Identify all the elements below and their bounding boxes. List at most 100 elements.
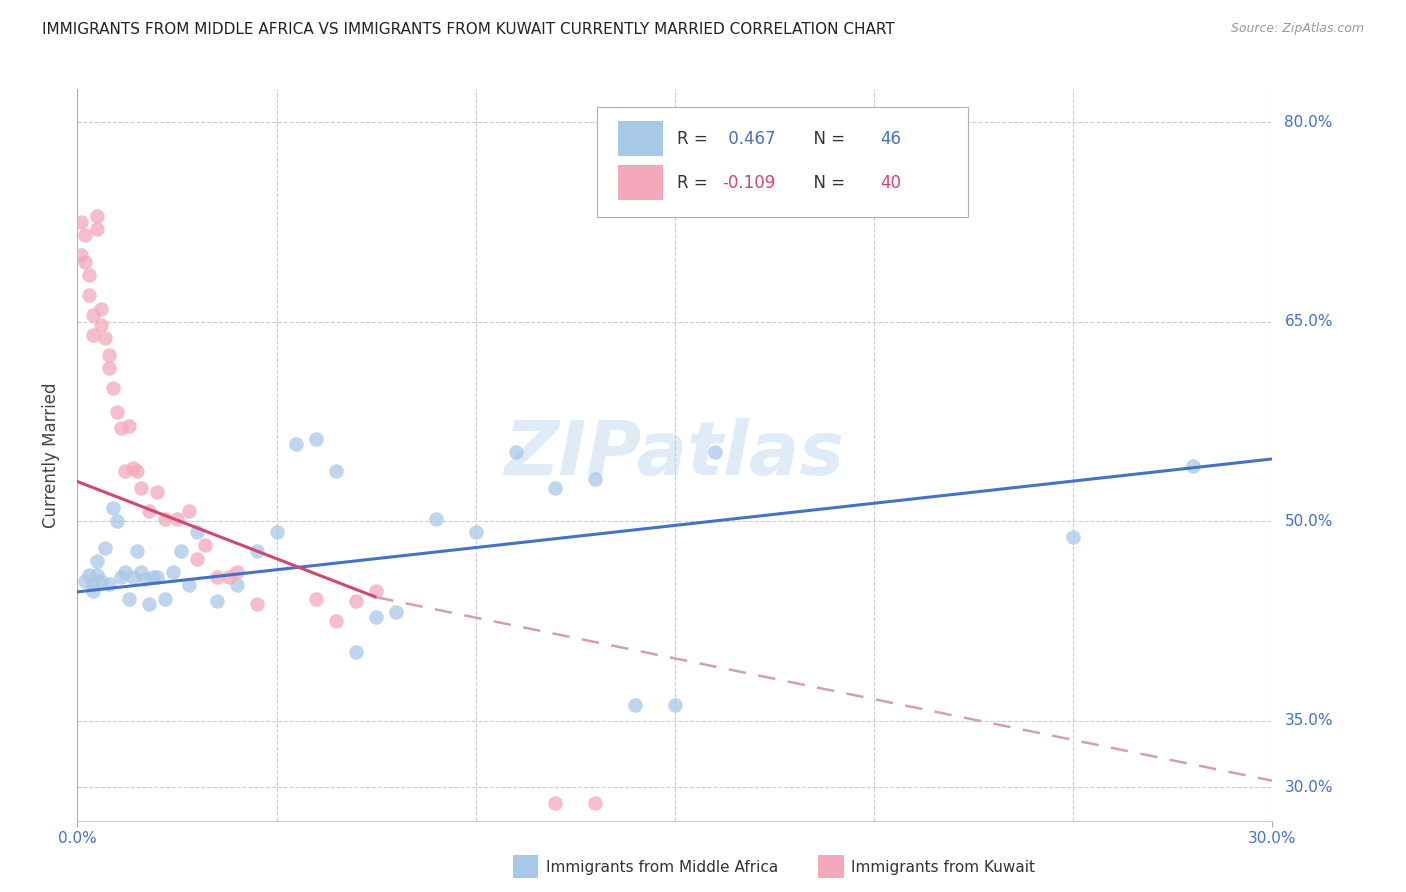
Point [142,570,165,584]
Point [134,572,156,586]
Point [86,209,108,223]
Point [105,515,128,529]
Text: 40: 40 [880,174,901,192]
Point [205,570,228,584]
Point [82,328,104,343]
Point [122,461,145,475]
Point [194,538,217,552]
Point [82,578,104,592]
Point [366,610,388,624]
Point [110,421,132,435]
Point [1181,458,1204,473]
Point [75,255,97,269]
Point [129,565,152,579]
FancyBboxPatch shape [617,121,664,156]
Point [127,464,149,478]
Point [90,574,112,589]
Point [153,512,176,526]
Text: 65.0%: 65.0% [1285,315,1333,329]
Text: -0.109: -0.109 [723,174,776,192]
Point [138,504,160,518]
Point [624,698,647,712]
Point [305,432,328,446]
Point [186,524,208,539]
Point [82,583,104,598]
Point [146,485,169,500]
Point [285,437,308,451]
Text: ZIPatlas: ZIPatlas [505,418,845,491]
Point [544,481,567,495]
Point [82,308,104,322]
Text: 46: 46 [880,130,901,148]
Point [90,318,112,332]
Point [103,381,124,395]
Point [344,645,367,659]
Point [246,597,269,611]
Point [225,578,247,592]
Point [79,567,101,582]
Text: IMMIGRANTS FROM MIDDLE AFRICA VS IMMIGRANTS FROM KUWAIT CURRENTLY MARRIED CORREL: IMMIGRANTS FROM MIDDLE AFRICA VS IMMIGRA… [42,22,896,37]
Point [583,797,606,811]
Point [98,361,121,376]
Point [218,570,240,584]
Point [70,215,93,229]
Point [86,554,108,568]
Point [79,288,101,302]
Text: Immigrants from Middle Africa: Immigrants from Middle Africa [546,860,778,874]
Point [105,405,128,419]
Point [79,268,101,283]
Point [425,512,447,526]
Point [146,570,169,584]
Point [75,574,97,589]
Point [110,570,132,584]
Point [114,565,136,579]
Point [325,464,347,478]
Point [86,567,108,582]
Point [138,597,160,611]
Point [325,614,347,628]
Text: N =: N = [803,130,851,148]
Point [344,594,367,608]
Point [583,472,606,486]
Point [86,222,108,236]
Point [94,331,117,345]
Point [127,543,149,558]
Text: Source: ZipAtlas.com: Source: ZipAtlas.com [1230,22,1364,36]
Point [114,464,136,478]
Point [118,418,141,433]
Point [162,565,184,579]
Text: R =: R = [678,174,713,192]
FancyBboxPatch shape [598,108,967,218]
Text: Currently Married: Currently Married [42,382,60,528]
Point [366,583,388,598]
Text: 35.0%: 35.0% [1285,714,1333,729]
Text: N =: N = [803,174,851,192]
Point [464,524,486,539]
Point [246,543,269,558]
Point [177,504,200,518]
Text: R =: R = [678,130,713,148]
Point [103,501,124,516]
Text: 0.467: 0.467 [723,130,775,148]
Text: 30.0%: 30.0% [1285,780,1333,795]
Text: 80.0%: 80.0% [1285,115,1333,130]
Point [1062,530,1084,544]
Point [177,578,200,592]
Point [98,577,121,591]
Point [544,797,567,811]
Point [305,591,328,606]
Point [505,445,527,459]
Point [153,591,176,606]
Point [129,481,152,495]
Text: Immigrants from Kuwait: Immigrants from Kuwait [851,860,1035,874]
Point [122,570,145,584]
Point [118,591,141,606]
Text: 50.0%: 50.0% [1285,514,1333,529]
Point [170,543,193,558]
Point [703,445,725,459]
Point [90,301,112,316]
Point [166,512,188,526]
Point [94,541,117,555]
Point [385,605,408,619]
Point [98,348,121,362]
